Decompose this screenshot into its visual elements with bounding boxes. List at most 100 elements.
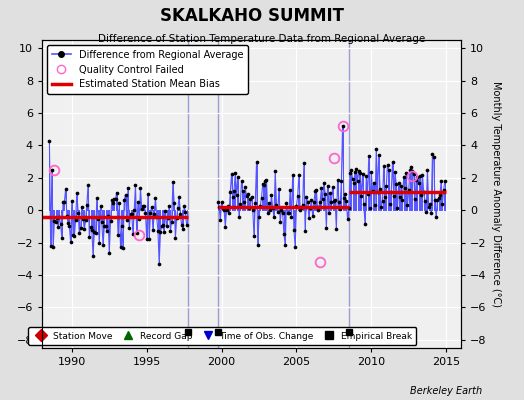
Point xyxy=(257,194,266,201)
Point xyxy=(238,188,247,194)
Point xyxy=(94,216,102,222)
Point xyxy=(388,159,397,166)
Point xyxy=(266,207,275,214)
Point xyxy=(264,210,272,216)
Point xyxy=(384,162,392,168)
Point xyxy=(412,177,420,184)
Point xyxy=(431,197,439,204)
Point xyxy=(247,194,256,200)
Point xyxy=(65,222,73,229)
Point xyxy=(275,186,283,192)
Point xyxy=(79,216,88,222)
Point xyxy=(371,202,379,208)
Point xyxy=(299,202,307,208)
Point xyxy=(342,198,351,204)
Point xyxy=(417,191,425,198)
Point xyxy=(387,189,396,196)
Point xyxy=(83,202,91,208)
Point xyxy=(323,182,332,189)
Point xyxy=(162,223,171,229)
Point xyxy=(114,232,122,238)
Point xyxy=(236,201,245,208)
Point xyxy=(154,228,162,234)
Point xyxy=(150,211,158,218)
Point xyxy=(402,170,410,176)
Point xyxy=(224,203,232,209)
Y-axis label: Monthly Temperature Anomaly Difference (°C): Monthly Temperature Anomaly Difference (… xyxy=(490,81,500,307)
Point xyxy=(54,224,62,230)
Point xyxy=(251,200,259,207)
Point xyxy=(143,236,151,242)
Point xyxy=(55,214,63,221)
Point xyxy=(73,190,81,196)
Point xyxy=(430,154,438,160)
Point xyxy=(135,216,144,222)
Point xyxy=(282,200,291,206)
Point xyxy=(432,214,440,220)
Point xyxy=(234,174,242,180)
Point xyxy=(302,193,311,200)
Point xyxy=(61,186,70,192)
Point xyxy=(351,168,359,175)
Point xyxy=(306,205,314,212)
Point xyxy=(254,242,262,249)
Point xyxy=(58,235,66,241)
Point xyxy=(427,210,435,216)
Point xyxy=(69,231,78,238)
Point xyxy=(255,214,263,220)
Point xyxy=(293,192,302,199)
Point xyxy=(107,197,116,204)
Point xyxy=(144,191,152,197)
Point xyxy=(405,187,413,194)
Point xyxy=(59,199,67,206)
Point xyxy=(440,186,448,193)
Point xyxy=(152,214,161,220)
Point xyxy=(123,217,131,223)
Point xyxy=(160,229,168,236)
Point xyxy=(53,215,61,221)
Point xyxy=(156,229,165,236)
Point xyxy=(60,199,69,206)
Point xyxy=(307,197,315,204)
Point xyxy=(437,178,445,185)
Point xyxy=(399,174,408,180)
Point xyxy=(310,199,318,205)
Point xyxy=(396,194,404,200)
Point xyxy=(179,225,187,232)
Point xyxy=(321,191,329,197)
Point xyxy=(97,219,106,226)
Point xyxy=(367,169,376,176)
Point xyxy=(327,199,335,206)
Point xyxy=(91,230,100,236)
Point xyxy=(170,199,178,206)
Point xyxy=(339,123,347,129)
Point xyxy=(214,199,222,205)
Point xyxy=(174,204,182,211)
Point xyxy=(145,236,154,242)
Point xyxy=(301,228,309,235)
Point xyxy=(77,225,85,232)
Point xyxy=(361,221,369,227)
Point xyxy=(274,209,282,216)
Point xyxy=(45,137,53,144)
Text: Berkeley Earth: Berkeley Earth xyxy=(410,386,482,396)
Point xyxy=(163,215,172,222)
Point xyxy=(119,244,127,251)
Point xyxy=(129,231,137,237)
Point xyxy=(63,213,71,219)
Point xyxy=(263,176,271,183)
Point xyxy=(124,185,132,191)
Point xyxy=(425,201,434,207)
Point xyxy=(176,211,184,218)
Point xyxy=(166,227,174,234)
Point xyxy=(100,223,108,230)
Point xyxy=(159,222,167,228)
Point xyxy=(297,205,305,212)
Point xyxy=(291,244,299,250)
Point xyxy=(378,197,387,204)
Point xyxy=(265,200,273,206)
Point xyxy=(235,214,243,220)
Point xyxy=(171,234,180,241)
Point xyxy=(421,198,429,204)
Point xyxy=(219,205,227,212)
